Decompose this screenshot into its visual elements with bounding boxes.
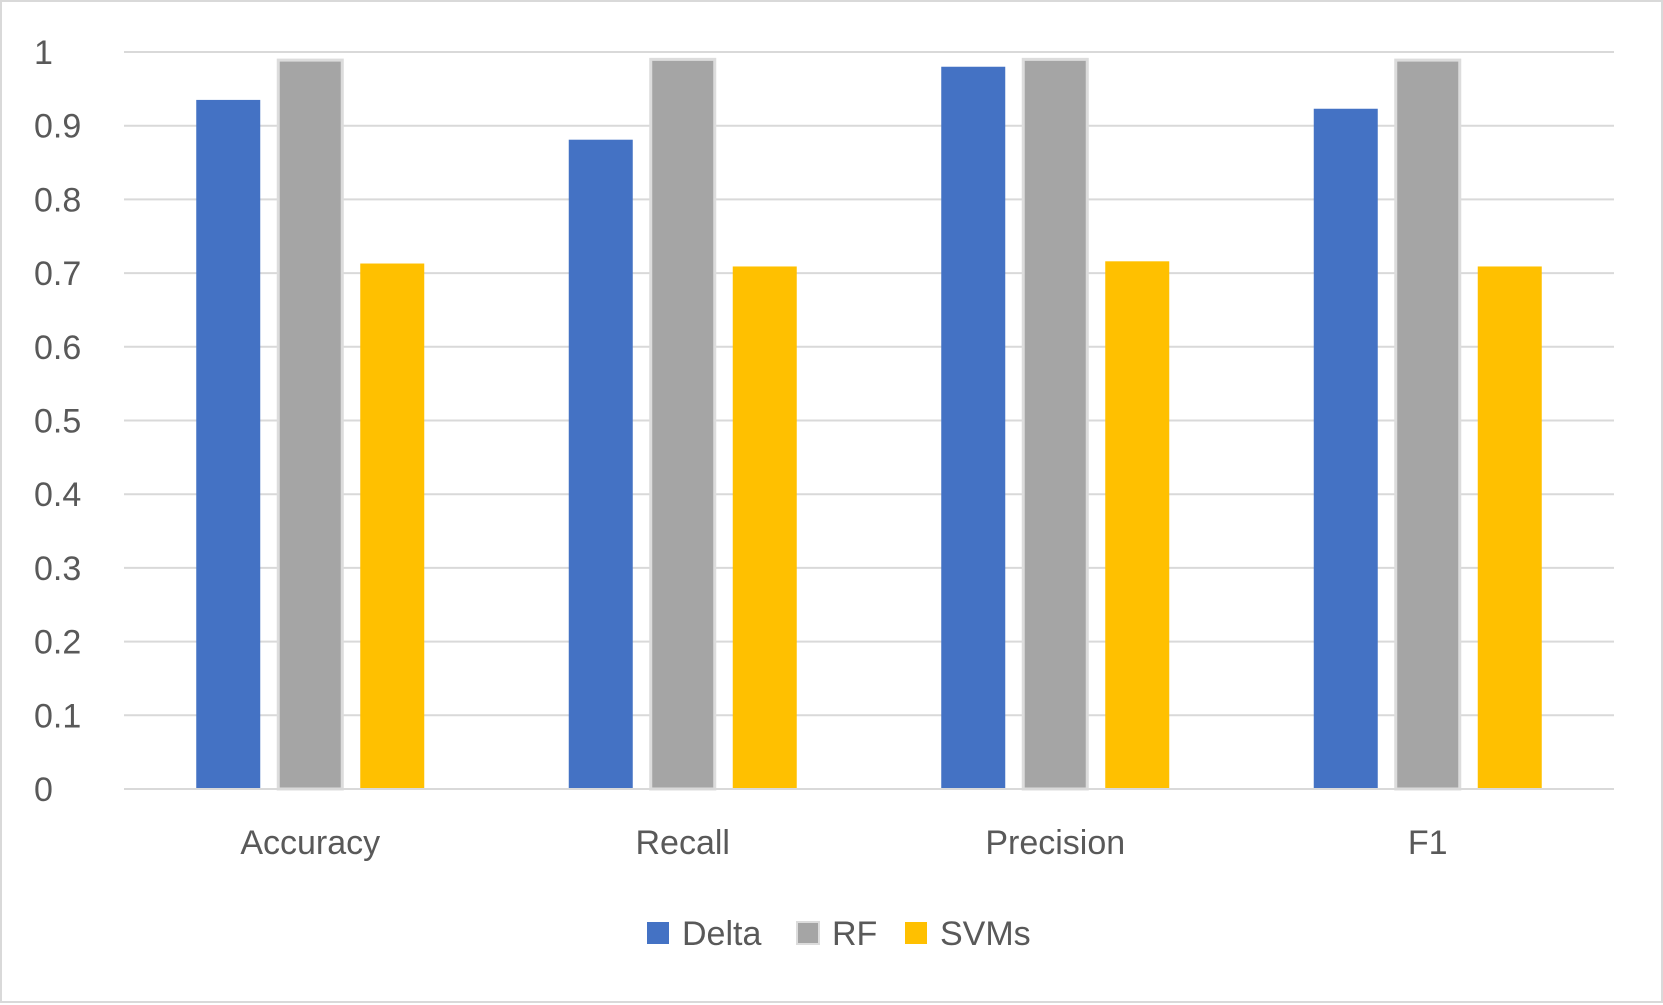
legend-swatch-svms bbox=[905, 922, 927, 944]
bar-rf-recall bbox=[649, 57, 717, 791]
y-tick-label: 1 bbox=[34, 34, 53, 72]
x-category-label: Recall bbox=[636, 824, 730, 862]
y-tick-label: 0.5 bbox=[34, 403, 81, 441]
y-tick-label: 0.8 bbox=[34, 181, 81, 219]
bar-delta-precision bbox=[941, 66, 1006, 790]
y-tick-label: 0 bbox=[34, 771, 53, 809]
bar-svms-precision bbox=[1105, 261, 1170, 790]
y-tick-label: 0.3 bbox=[34, 550, 81, 588]
bar-svms-recall bbox=[732, 266, 797, 789]
x-category-label: Precision bbox=[985, 824, 1125, 862]
bar-rf-f1 bbox=[1394, 58, 1462, 791]
bar-rf-precision bbox=[1021, 57, 1089, 791]
bar-svms-accuracy bbox=[360, 263, 425, 789]
legend-swatch-delta bbox=[647, 922, 669, 944]
y-tick-label: 0.6 bbox=[34, 329, 81, 367]
bar-delta-f1 bbox=[1313, 108, 1378, 789]
y-axis-tick-labels: 0 0.1 0.2 0.3 0.4 0.5 0.6 0.7 0.8 0.9 1 bbox=[34, 34, 81, 809]
x-axis-category-labels: Accuracy Recall Precision F1 bbox=[240, 824, 1447, 862]
legend-swatch-rf bbox=[796, 921, 820, 945]
y-tick-label: 0.4 bbox=[34, 476, 81, 514]
x-category-label: Accuracy bbox=[240, 824, 380, 862]
bars bbox=[196, 57, 1542, 791]
bar-delta-recall bbox=[568, 139, 633, 789]
legend: Delta RF SVMs bbox=[647, 915, 1031, 953]
gridlines bbox=[124, 51, 1614, 717]
legend-label-rf: RF bbox=[832, 915, 877, 953]
legend-label-svms: SVMs bbox=[940, 915, 1031, 953]
legend-label-delta: Delta bbox=[682, 915, 761, 953]
y-tick-label: 0.2 bbox=[34, 624, 81, 662]
y-tick-label: 0.9 bbox=[34, 108, 81, 146]
y-tick-label: 0.7 bbox=[34, 255, 81, 293]
bar-rf-accuracy bbox=[276, 58, 344, 791]
y-tick-label: 0.1 bbox=[34, 697, 81, 735]
bar-svms-f1 bbox=[1477, 266, 1542, 789]
x-category-label: F1 bbox=[1408, 824, 1448, 862]
bar-delta-accuracy bbox=[196, 99, 261, 789]
